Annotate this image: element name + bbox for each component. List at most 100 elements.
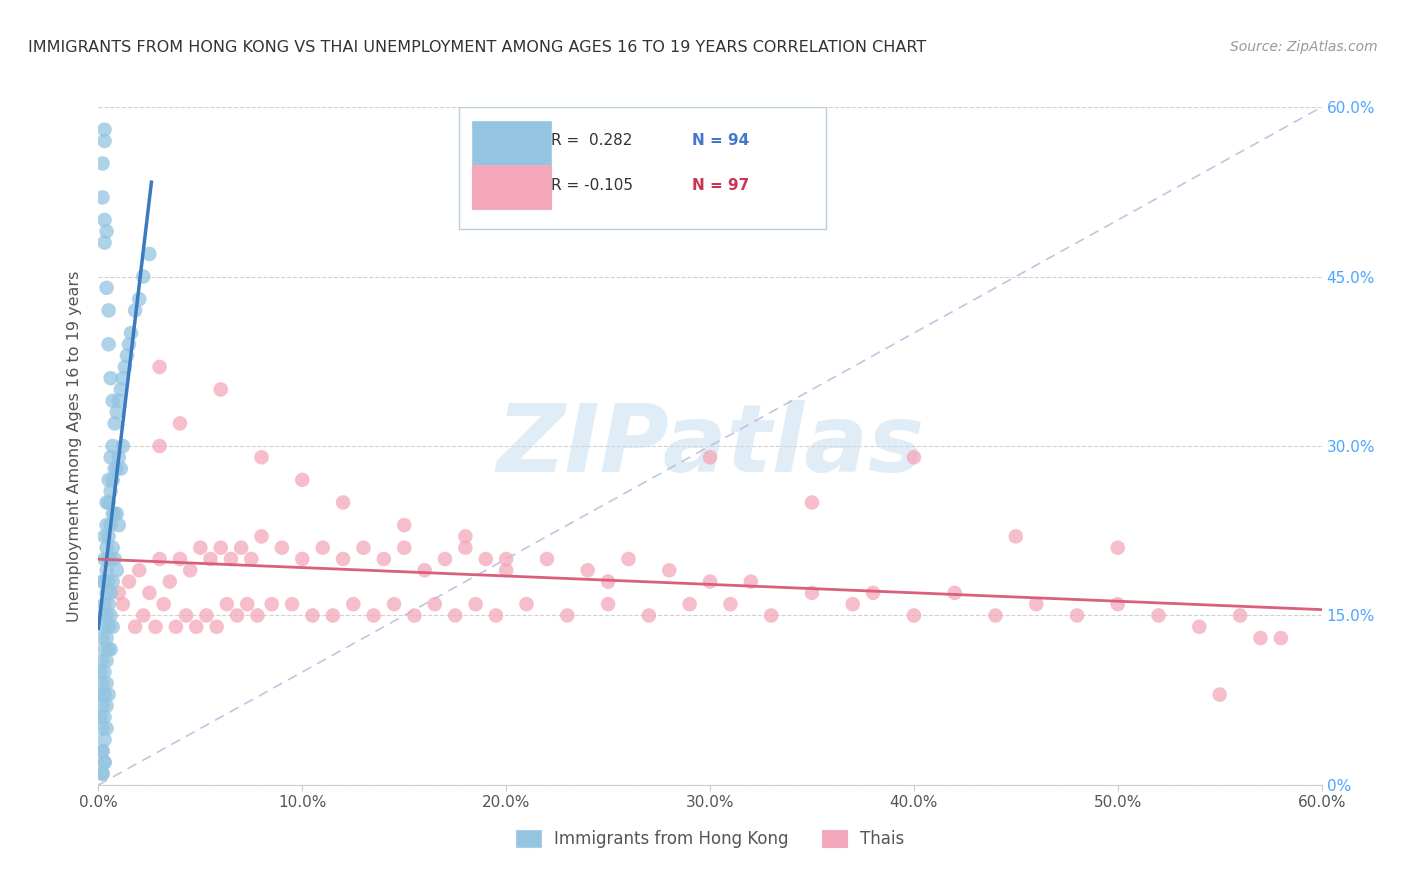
Point bbox=[434, 552, 457, 566]
Point bbox=[110, 383, 132, 397]
Point bbox=[91, 190, 114, 204]
Point bbox=[801, 495, 824, 509]
Point bbox=[200, 552, 222, 566]
Point bbox=[699, 450, 721, 465]
Point bbox=[93, 688, 115, 702]
Point bbox=[1107, 597, 1129, 611]
Point bbox=[93, 574, 115, 589]
Point bbox=[332, 495, 354, 509]
Point bbox=[495, 552, 517, 566]
Point bbox=[93, 552, 115, 566]
Point bbox=[100, 371, 122, 385]
Point bbox=[118, 574, 141, 589]
Point bbox=[96, 608, 118, 623]
Point bbox=[903, 450, 925, 465]
Point bbox=[209, 541, 232, 555]
Point bbox=[555, 608, 579, 623]
Point bbox=[96, 631, 118, 645]
Point bbox=[100, 586, 122, 600]
Text: N = 97: N = 97 bbox=[692, 178, 749, 193]
Point bbox=[132, 608, 155, 623]
Point bbox=[392, 541, 416, 555]
Point bbox=[91, 676, 114, 690]
Point bbox=[93, 134, 115, 148]
Point bbox=[91, 722, 114, 736]
Point bbox=[1004, 529, 1026, 543]
Point bbox=[862, 586, 884, 600]
Y-axis label: Unemployment Among Ages 16 to 19 years: Unemployment Among Ages 16 to 19 years bbox=[67, 270, 83, 622]
Point bbox=[516, 597, 538, 611]
Point bbox=[91, 156, 114, 170]
Point bbox=[108, 450, 131, 465]
Text: ZIPatlas: ZIPatlas bbox=[496, 400, 924, 492]
Point bbox=[89, 688, 111, 702]
Point bbox=[1209, 688, 1232, 702]
Point bbox=[97, 597, 120, 611]
Point bbox=[105, 507, 128, 521]
Point bbox=[219, 552, 242, 566]
Point bbox=[100, 484, 122, 499]
Point bbox=[93, 597, 115, 611]
FancyBboxPatch shape bbox=[471, 120, 551, 165]
Point bbox=[96, 495, 118, 509]
Point bbox=[250, 450, 273, 465]
Point bbox=[124, 620, 146, 634]
Point bbox=[301, 608, 323, 623]
Point bbox=[108, 393, 131, 408]
Point bbox=[104, 417, 127, 431]
Point bbox=[91, 744, 114, 758]
Point bbox=[93, 642, 115, 657]
Point bbox=[104, 552, 127, 566]
Point bbox=[93, 529, 115, 543]
Point bbox=[108, 586, 131, 600]
Point bbox=[93, 213, 115, 227]
Point bbox=[101, 439, 124, 453]
Point bbox=[1147, 608, 1170, 623]
Point bbox=[101, 541, 124, 555]
Point bbox=[100, 518, 122, 533]
Point bbox=[186, 620, 208, 634]
Point bbox=[91, 631, 114, 645]
Point bbox=[96, 586, 118, 600]
Point bbox=[101, 507, 124, 521]
Point bbox=[188, 541, 212, 555]
Point bbox=[100, 642, 122, 657]
Point bbox=[145, 620, 167, 634]
Point bbox=[97, 495, 120, 509]
Point bbox=[841, 597, 863, 611]
Point bbox=[97, 552, 120, 566]
Point bbox=[226, 608, 249, 623]
Point bbox=[169, 552, 191, 566]
Point bbox=[97, 473, 120, 487]
Point bbox=[312, 541, 335, 555]
Point bbox=[93, 710, 115, 724]
Point bbox=[718, 597, 742, 611]
Text: R =  0.282: R = 0.282 bbox=[551, 134, 633, 148]
Point bbox=[91, 608, 114, 623]
Point bbox=[1188, 620, 1211, 634]
Point bbox=[231, 541, 253, 555]
Point bbox=[495, 563, 517, 577]
Point bbox=[138, 247, 160, 261]
Point bbox=[373, 552, 395, 566]
Point bbox=[118, 337, 141, 351]
Point bbox=[943, 586, 966, 600]
Point bbox=[270, 541, 294, 555]
Point bbox=[291, 552, 314, 566]
Point bbox=[464, 597, 486, 611]
Point bbox=[91, 766, 114, 780]
Point bbox=[1229, 608, 1251, 623]
Point bbox=[91, 654, 114, 668]
Point bbox=[152, 597, 174, 611]
Point bbox=[536, 552, 558, 566]
Point bbox=[89, 665, 111, 679]
Point bbox=[96, 224, 118, 238]
Text: N = 94: N = 94 bbox=[692, 134, 749, 148]
Point bbox=[132, 269, 155, 284]
Point bbox=[104, 507, 127, 521]
Point bbox=[111, 371, 134, 385]
Point bbox=[984, 608, 1007, 623]
Point bbox=[91, 744, 114, 758]
Point bbox=[195, 608, 218, 623]
Point bbox=[91, 574, 114, 589]
